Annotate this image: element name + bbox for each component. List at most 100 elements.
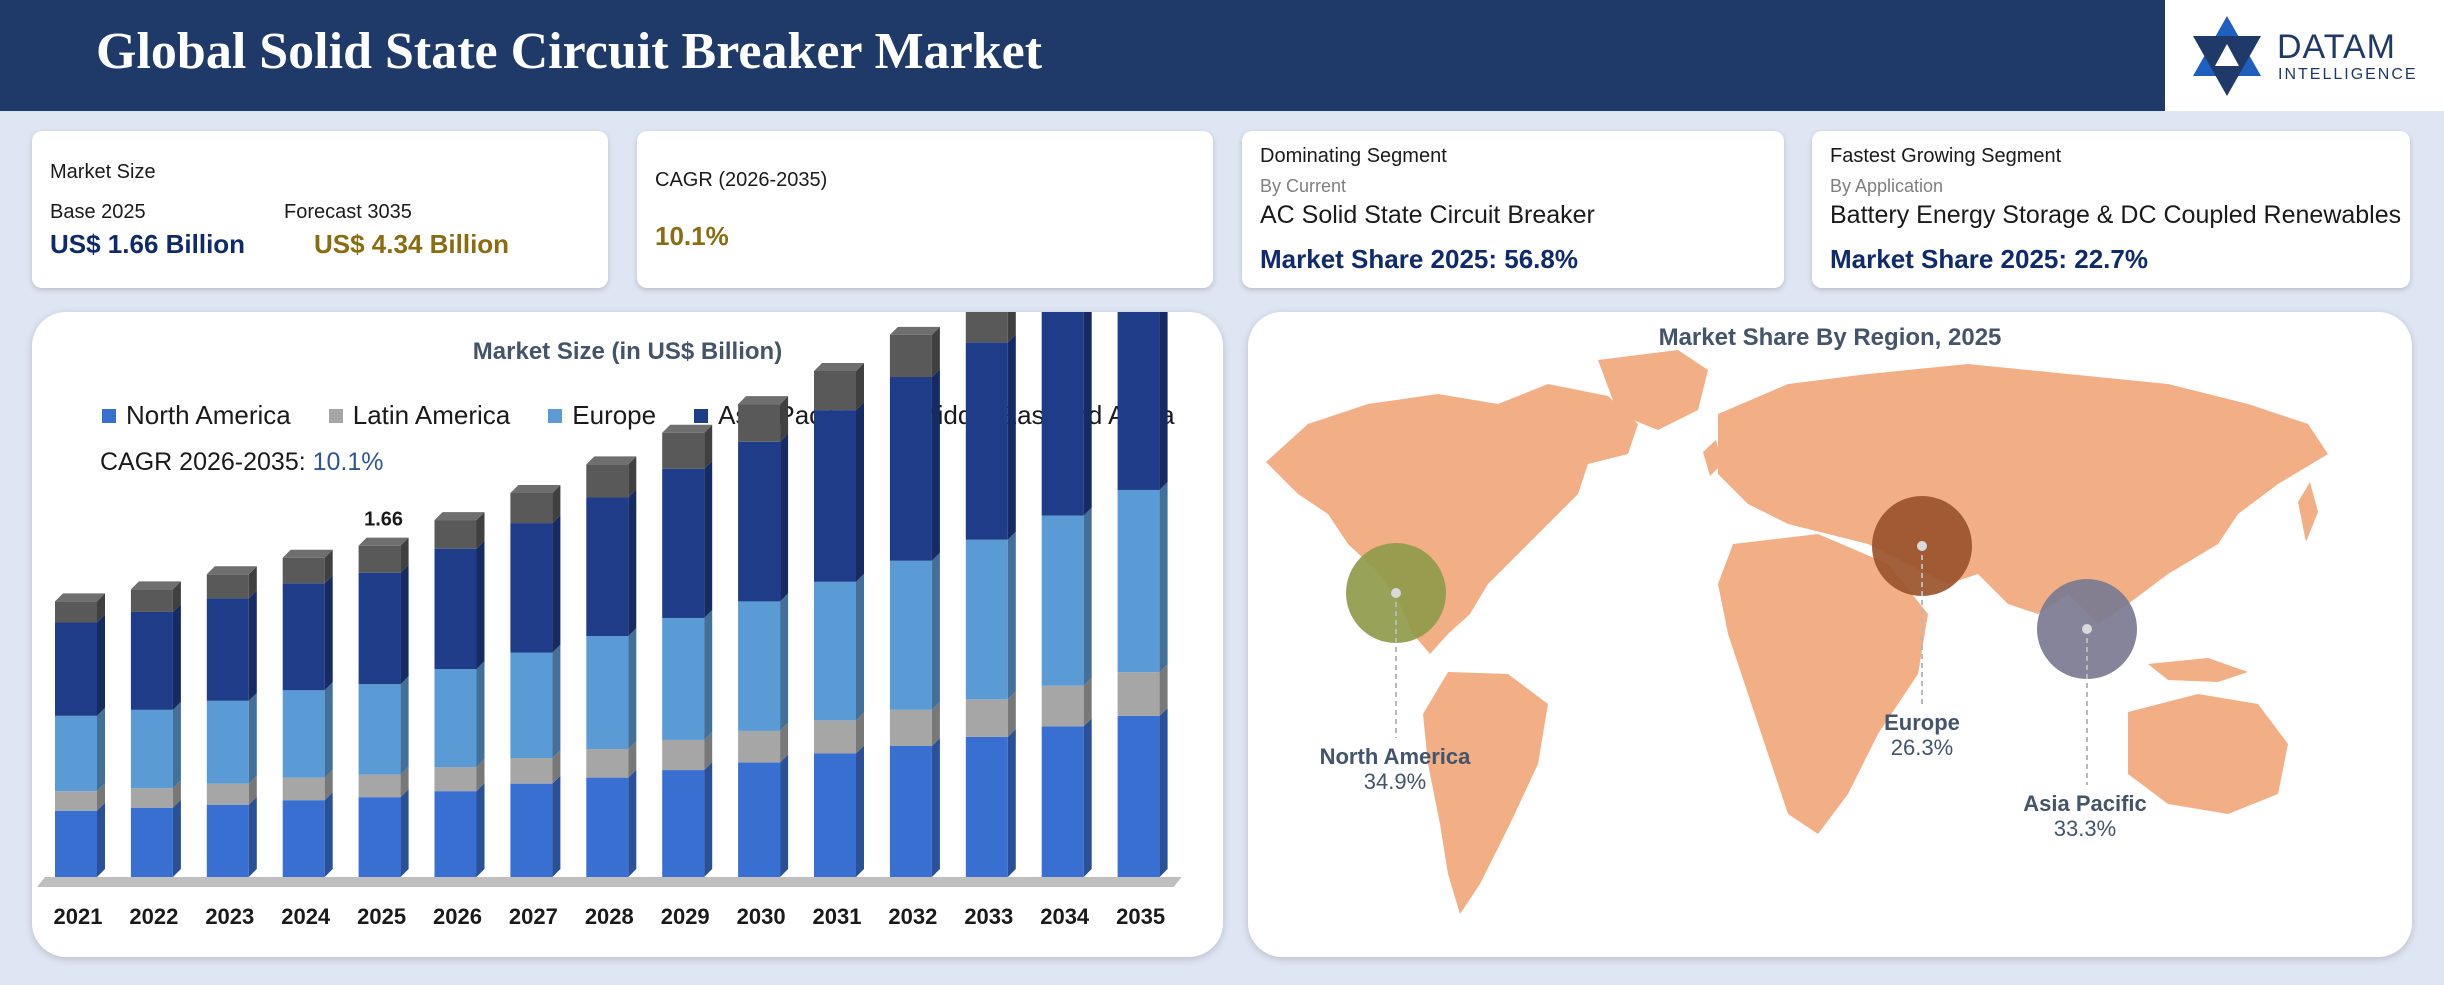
x-tick-label: 2022	[129, 904, 178, 929]
bar-segment-side	[552, 644, 561, 759]
star-of-david-icon	[2193, 16, 2261, 96]
forecast-label: Forecast 3035	[284, 201, 412, 223]
bar-segment-side	[780, 593, 789, 731]
bar-segment-side	[628, 740, 637, 778]
bar-segment-side	[552, 484, 561, 524]
fastest-label: Fastest Growing Segment	[1830, 145, 2062, 167]
japan-landmass	[2298, 482, 2318, 542]
bar-segment	[130, 807, 173, 877]
x-tick-label: 2023	[205, 904, 254, 929]
bar-segment	[55, 791, 97, 811]
bar-top	[662, 424, 713, 433]
bar-segment	[206, 700, 249, 784]
bar-segment-side	[476, 512, 485, 549]
bar-segment	[206, 574, 249, 599]
bar-segment-side	[1083, 312, 1092, 516]
bar-segment	[358, 572, 401, 685]
bar-segment	[510, 758, 553, 784]
region-share: 26.3%	[1891, 735, 1953, 760]
x-tick-label: 2029	[661, 904, 710, 929]
bar-segment	[434, 520, 477, 549]
bar-segment-side	[704, 460, 713, 618]
bar-top	[130, 581, 181, 590]
dominating-label: Dominating Segment	[1260, 145, 1447, 167]
bar-segment-side	[324, 575, 333, 691]
greenland-landmass	[1598, 350, 1708, 430]
bar-segment	[662, 770, 705, 877]
bar-segment	[206, 598, 249, 701]
bar-stack	[510, 484, 561, 877]
bar-segment	[282, 777, 325, 801]
bar-top	[586, 456, 637, 465]
bar-segment-side	[780, 722, 789, 763]
bar-segment-side	[552, 775, 561, 877]
bar-segment-side	[1007, 728, 1016, 877]
bar-segment	[358, 774, 401, 798]
legend-swatch	[548, 408, 563, 423]
bar-top	[738, 396, 789, 405]
bar-top	[510, 484, 561, 493]
legend-item: Europe	[548, 400, 656, 431]
bar-segment-side	[704, 424, 713, 469]
cagr-card: CAGR (2026-2035) 10.1%	[637, 131, 1213, 288]
bar-segment-side	[856, 745, 864, 877]
bar-segment	[55, 810, 97, 877]
bar-segment-side	[780, 754, 789, 877]
x-tick-label: 2021	[54, 904, 103, 929]
market-size-panel: Market Size (in US$ Billion) North Ameri…	[32, 312, 1223, 957]
bar-segment	[1041, 312, 1084, 516]
bar-segment	[130, 709, 173, 789]
bar-segment-side	[476, 661, 485, 768]
legend-swatch	[328, 408, 343, 423]
bar-segment-side	[856, 712, 864, 754]
legend-label: North America	[126, 400, 291, 430]
bar-segment	[55, 715, 97, 792]
map-title: Market Share By Region, 2025	[1658, 324, 2002, 351]
bar-stack	[586, 456, 637, 877]
bar-segment-side	[704, 609, 713, 740]
bar-segment-side	[324, 682, 333, 778]
bar-segment-side	[172, 603, 181, 710]
bar-segment	[586, 748, 629, 778]
bar-segment-side	[97, 707, 105, 792]
legend-item: Latin America	[328, 400, 510, 431]
bar-segment	[55, 622, 97, 716]
fastest-share: Market Share 2025: 22.7%	[1830, 244, 2148, 274]
cagr-note: CAGR 2026-2035: 10.1%	[100, 448, 384, 477]
bar-segment	[889, 745, 932, 877]
x-tick-label: 2030	[737, 904, 786, 929]
legend-label: Europe	[572, 400, 657, 430]
bar-segment	[434, 791, 477, 877]
bar-stack	[55, 593, 105, 877]
bar-segment	[738, 404, 781, 442]
bar-segment-side	[628, 628, 637, 749]
bar-segment	[814, 581, 856, 721]
bar-segment	[814, 720, 856, 754]
bar-segment	[434, 669, 477, 768]
stacked-bar-chart: 2021 2022 2023 2024 2025 1.66 2026 2027 2028 2029…	[37, 312, 1182, 929]
bar-stack	[965, 312, 1016, 877]
bar-segment	[358, 684, 401, 775]
bar-segment-side	[172, 780, 181, 808]
bar-segment	[814, 410, 856, 582]
x-tick-label: 2032	[888, 904, 937, 929]
regional-share-panel: Market Share By Region, 2025 North Ameri…	[1248, 312, 2412, 957]
bar-stack	[282, 549, 333, 877]
north-america-landmass	[1266, 384, 1638, 654]
bar-segment	[282, 583, 325, 691]
bar-stack	[889, 326, 940, 877]
bar-segment	[358, 797, 401, 877]
bar-segment-side	[1007, 312, 1016, 343]
bar-segment-side	[324, 549, 333, 584]
bar-segment-side	[248, 775, 257, 805]
region-name: Asia Pacific	[2023, 791, 2147, 816]
base-label: Base 2025	[50, 201, 146, 223]
bar-segment	[889, 709, 932, 746]
bar-segment	[738, 601, 781, 731]
bar-segment	[586, 464, 629, 498]
bar-top	[434, 512, 485, 521]
forecast-value: US$ 4.34 Billion	[314, 229, 510, 259]
market-size-card: Market Size Base 2025 US$ 1.66 Billion F…	[32, 131, 608, 288]
bar-stack	[1117, 312, 1168, 877]
cagr-note-value: 10.1%	[312, 448, 384, 476]
